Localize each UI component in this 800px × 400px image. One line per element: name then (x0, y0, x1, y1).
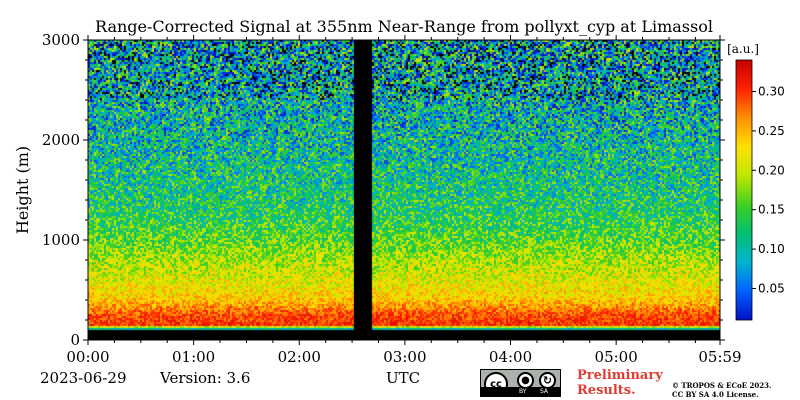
x-tick-label: 05:59 (698, 348, 741, 366)
x-tick-label: 05:00 (595, 348, 638, 366)
y-tick-label: 3000 (42, 31, 80, 49)
colorbar-tick-label: 0.10 (758, 242, 785, 256)
y-tick-label: 0 (70, 331, 80, 349)
x-tick-label: 03:00 (383, 348, 426, 366)
preliminary-results-note: Preliminary Results. (577, 368, 663, 398)
colorbar-label: [a.u.] (727, 42, 759, 56)
y-axis-label: Height (m) (13, 146, 32, 234)
copyright-line-1: © TROPOS & ECoE 2023. (672, 381, 772, 390)
y-tick-label: 1000 (42, 231, 80, 249)
plot-frame (87, 39, 721, 341)
preliminary-line-1: Preliminary (577, 368, 663, 383)
chart-title: Range-Corrected Signal at 355nm Near-Ran… (95, 17, 713, 36)
cc-license-badge[interactable]: cc ● ↻ BY SA (480, 369, 561, 397)
cc-by-label: BY (519, 388, 527, 395)
x-tick-label: 01:00 (172, 348, 215, 366)
y-tick-label: 2000 (42, 131, 80, 149)
y-axis: 0 1000 2000 3000 (42, 31, 725, 349)
colorbar-tick-label: 0.05 (758, 281, 785, 295)
x-tick-label: 02:00 (278, 348, 321, 366)
colorbar-tick-label: 0.20 (758, 163, 785, 177)
heatmap-image (88, 40, 720, 340)
copyright-note: © TROPOS & ECoE 2023. CC BY SA 4.0 Licen… (672, 381, 771, 399)
data-gap-band (354, 40, 372, 340)
footer-version: Version: 3.6 (160, 369, 251, 387)
cc-sa-label: SA (540, 388, 549, 395)
copyright-line-2: CC BY SA 4.0 License. (672, 390, 759, 399)
x-tick-label: 04:00 (489, 348, 532, 366)
colorbar: [a.u.] 0.05 0.10 0.15 0.20 0.25 0.30 (727, 42, 785, 321)
colorbar-tick-label: 0.30 (758, 85, 785, 99)
x-axis-label: UTC (386, 369, 421, 387)
x-tick-label: 00:00 (66, 348, 109, 366)
colorbar-tick-label: 0.15 (758, 203, 785, 217)
x-axis: 00:00 01:00 02:00 03:00 04:00 05:00 05:59 (66, 35, 742, 366)
colorbar-tick-label: 0.25 (758, 124, 785, 138)
footer-date: 2023-06-29 (40, 369, 127, 387)
heatmap-plot (88, 40, 720, 340)
colorbar-scale (735, 59, 753, 321)
preliminary-line-2: Results. (577, 383, 636, 398)
